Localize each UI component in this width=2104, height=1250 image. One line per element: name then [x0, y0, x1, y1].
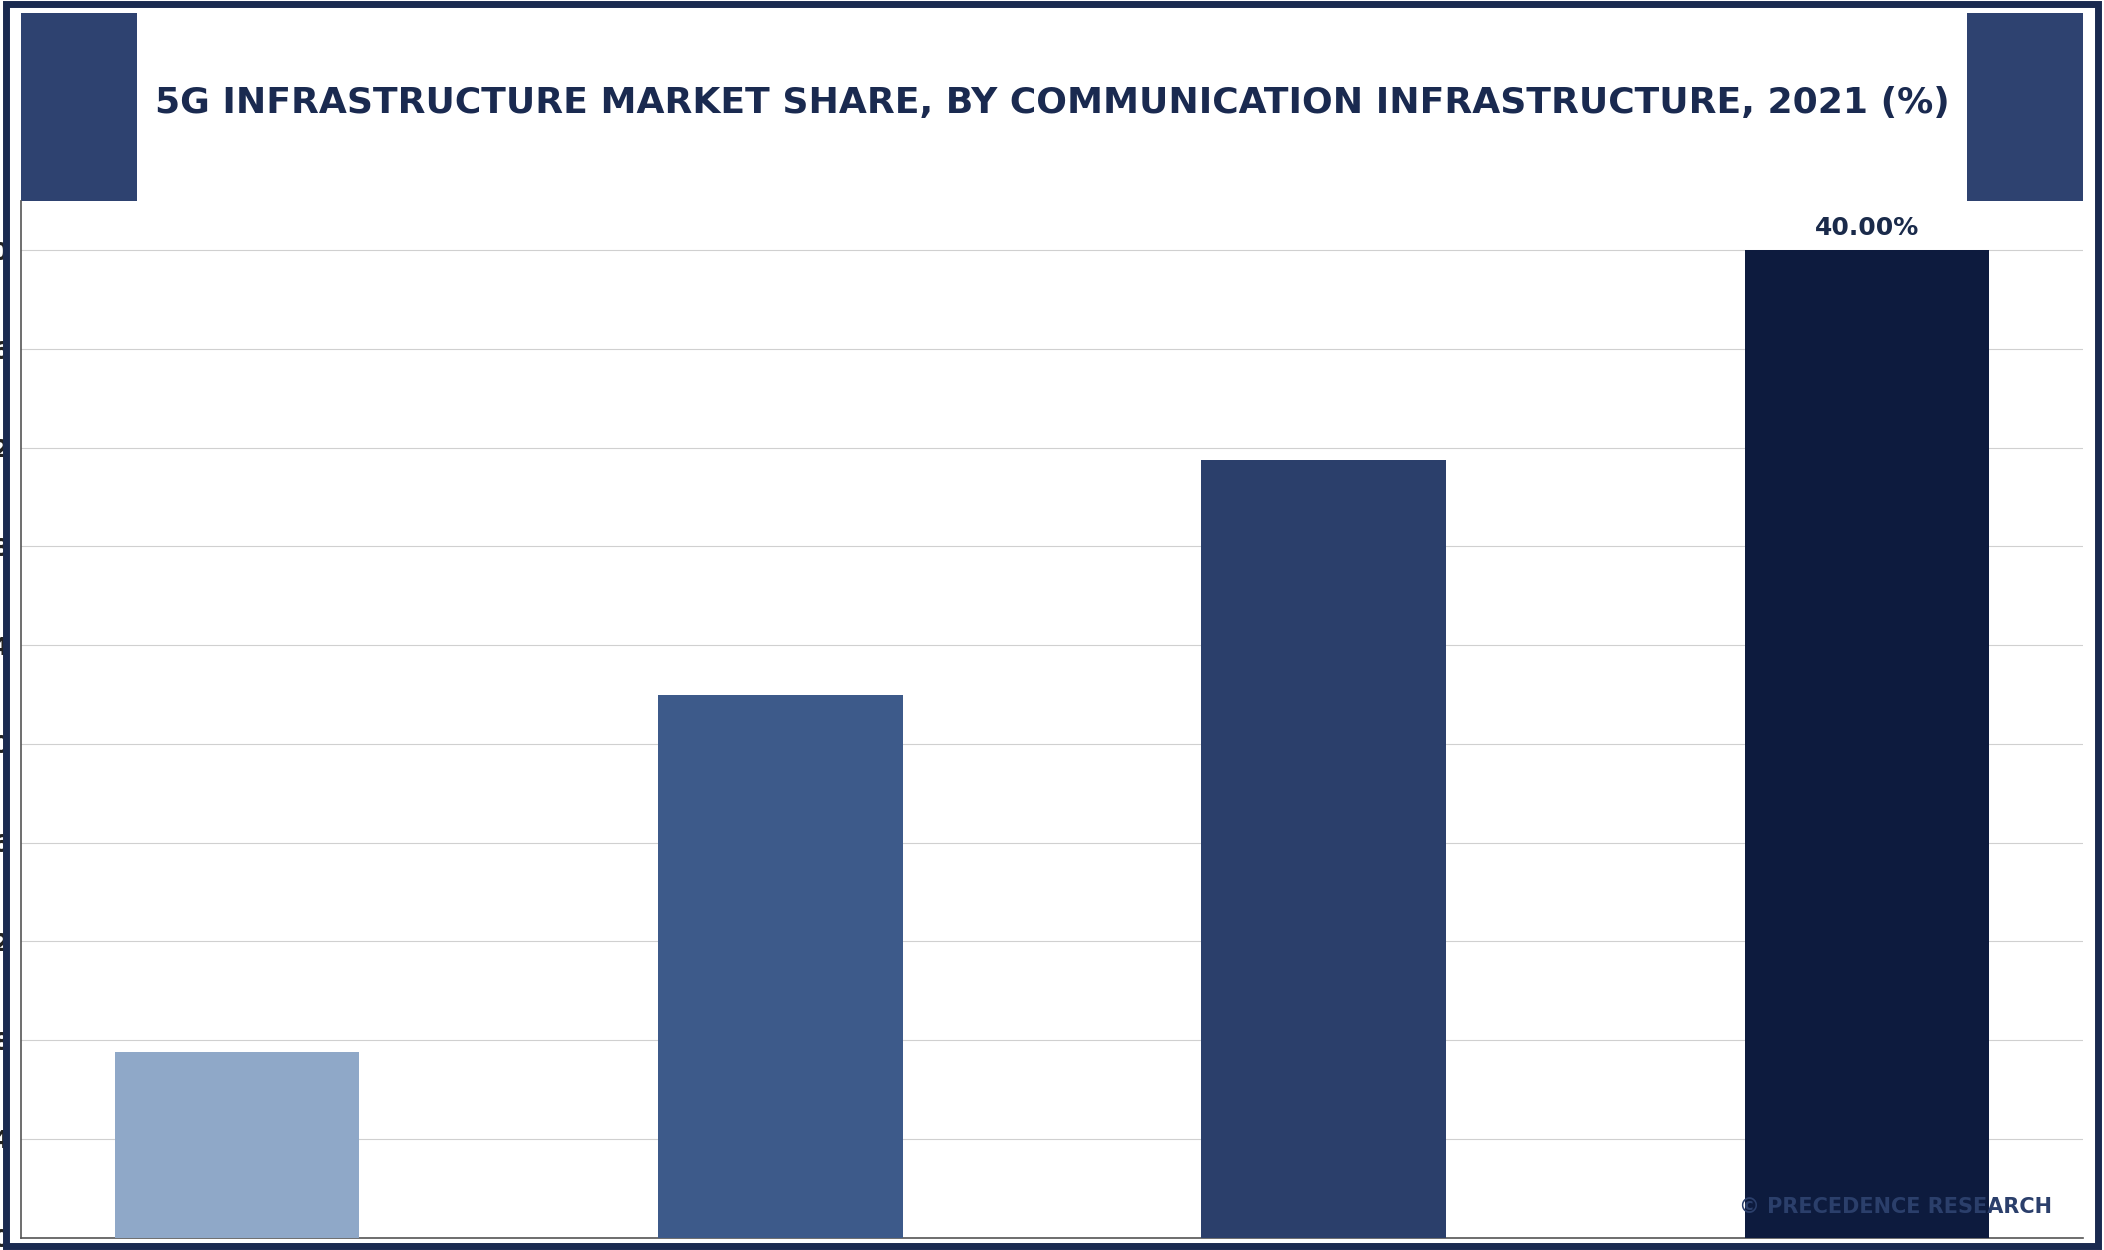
Bar: [116, 1052, 360, 1238]
Bar: [1744, 250, 1988, 1238]
Text: 40.00%: 40.00%: [1816, 216, 1919, 240]
Polygon shape: [1967, 12, 2083, 201]
Bar: [1201, 460, 1445, 1238]
Bar: [659, 695, 903, 1238]
Polygon shape: [21, 12, 137, 201]
Polygon shape: [78, 28, 2026, 186]
Text: 5G INFRASTRUCTURE MARKET SHARE, BY COMMUNICATION INFRASTRUCTURE, 2021 (%): 5G INFRASTRUCTURE MARKET SHARE, BY COMMU…: [154, 86, 1950, 120]
Text: © PRECEDENCE RESEARCH: © PRECEDENCE RESEARCH: [1740, 1196, 2051, 1216]
